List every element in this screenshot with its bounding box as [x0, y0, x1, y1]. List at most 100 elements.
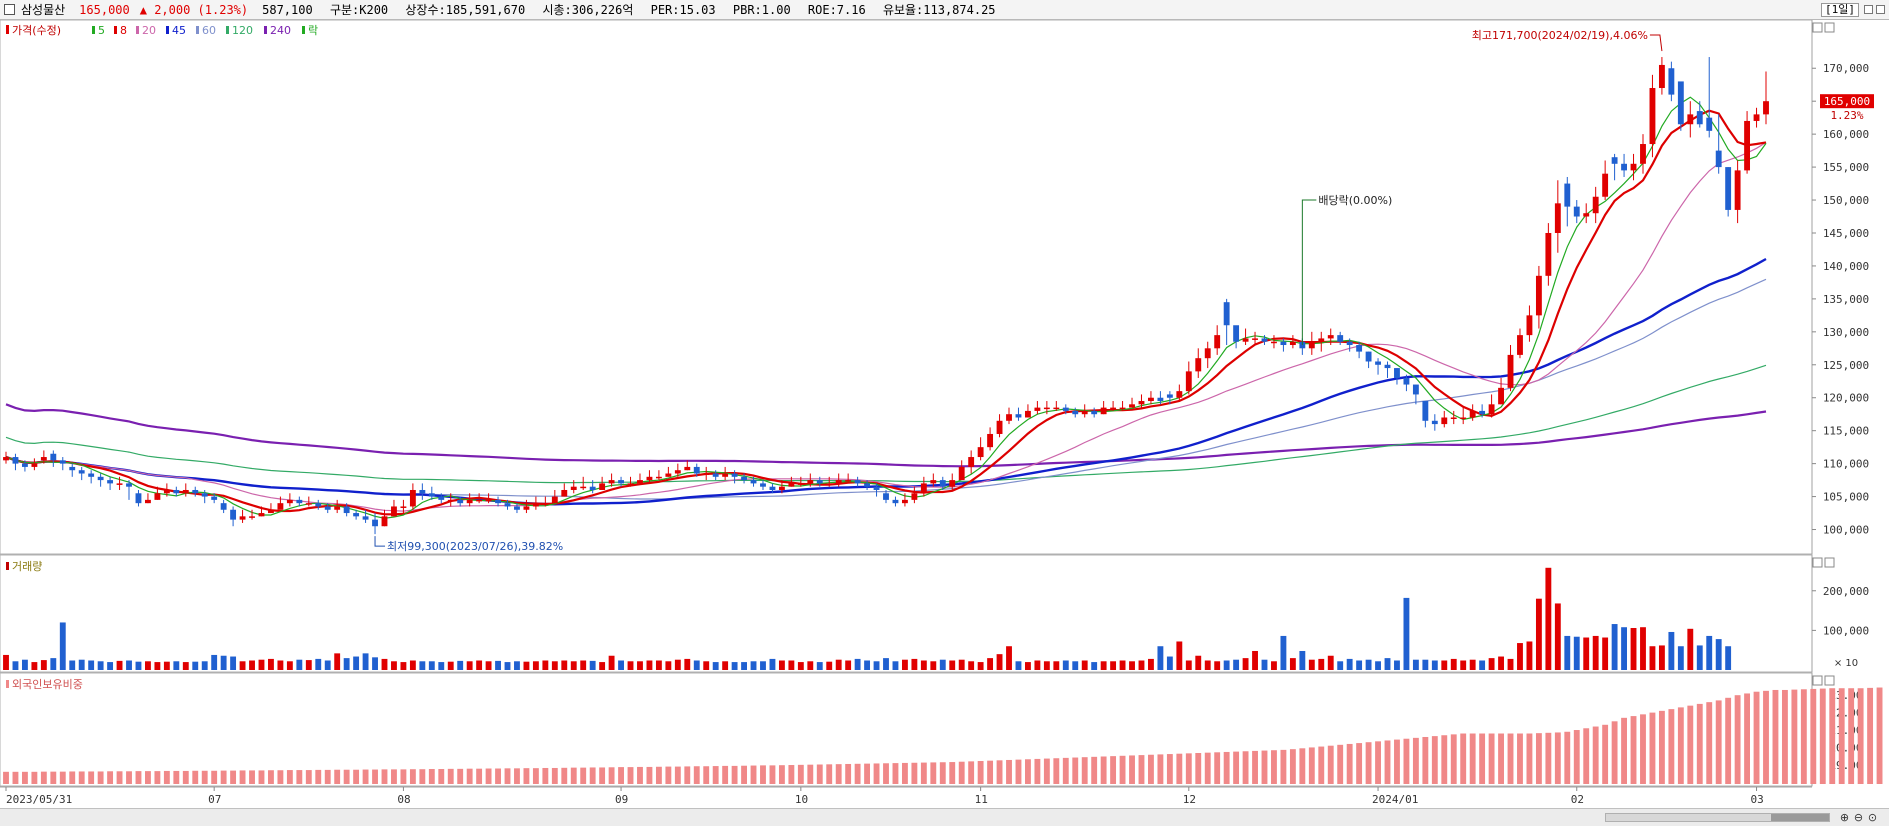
- foreign-ratio-bar: [1658, 710, 1665, 784]
- foreign-ratio-bar: [741, 765, 747, 784]
- foreign-tick-label: 21.00: [1829, 724, 1862, 737]
- foreign-ratio-bar: [495, 768, 501, 784]
- candle-body: [1346, 341, 1353, 346]
- candle-body: [1062, 407, 1069, 411]
- candle-body: [712, 473, 719, 477]
- candle-body: [495, 499, 501, 504]
- volume-bar: [958, 659, 965, 670]
- volume-bar: [428, 661, 435, 670]
- volume-bar: [788, 660, 795, 670]
- candle-body: [1450, 417, 1457, 419]
- volume-bar: [1554, 603, 1561, 670]
- foreign-ratio-bar: [939, 762, 946, 784]
- candle-body: [50, 453, 57, 461]
- per-value: PER:15.03: [650, 3, 716, 17]
- close-icon[interactable]: [1876, 5, 1885, 14]
- candle-body: [514, 506, 520, 510]
- candle-body: [1176, 391, 1183, 398]
- foreign-ratio-bar: [873, 763, 880, 784]
- foreign-ratio-bar: [1535, 733, 1542, 784]
- foreign-ratio-bar: [268, 770, 274, 784]
- foreign-ratio-bar: [485, 768, 492, 784]
- volume-bar: [1318, 658, 1325, 670]
- candle-body: [296, 499, 303, 504]
- foreign-ratio-bar: [135, 771, 142, 784]
- ma120-line: [5, 364, 1767, 484]
- foreign-ratio-bar: [391, 769, 397, 784]
- foreign-ratio-bar: [731, 765, 738, 784]
- stock-chart[interactable]: 100,000 105,000 110,000 115,000 120,000 125,0…: [0, 20, 1889, 808]
- foreign-ratio-bar: [211, 770, 218, 784]
- restore-icon[interactable]: [1864, 5, 1873, 14]
- foreign-ratio-bar: [1261, 750, 1268, 784]
- volume-bar: [835, 659, 842, 670]
- volume-bar: [1696, 645, 1703, 670]
- legend-price-label: 가격(수정): [12, 24, 61, 37]
- candle-body: [230, 509, 237, 520]
- candle-body: [419, 489, 426, 494]
- volume-bar: [286, 661, 293, 670]
- candle-body: [1611, 157, 1618, 164]
- foreign-ratio-bar: [249, 770, 255, 784]
- volume-bar: [1119, 660, 1126, 670]
- volume-bar: [1025, 662, 1031, 670]
- volume-bar: [1526, 641, 1533, 670]
- foreign-ratio-bar: [1744, 693, 1751, 784]
- zoom-out-icon[interactable]: ⊖: [1853, 811, 1864, 824]
- volume-bar: [1110, 661, 1117, 670]
- foreign-ratio-bar: [504, 768, 511, 784]
- foreign-ratio-bar: [1043, 758, 1050, 784]
- volume-bar: [1289, 658, 1296, 670]
- foreign-ratio-bar: [343, 769, 350, 784]
- chart-scrollbar[interactable]: [1605, 813, 1830, 822]
- foreign-ratio-bar: [173, 770, 180, 784]
- volume-bar: [391, 661, 397, 670]
- foreign-ratio-bar: [1129, 755, 1135, 784]
- candle-body: [1564, 183, 1571, 207]
- volume-bar: [182, 662, 189, 670]
- volume-bar: [249, 660, 255, 670]
- chart-footer: ⊕ ⊖ ⊙: [0, 808, 1889, 826]
- period-selector[interactable]: [1일]: [1821, 3, 1859, 17]
- volume-bar: [1006, 646, 1012, 670]
- zoom-reset-icon[interactable]: ⊙: [1867, 811, 1878, 824]
- foreign-ratio-bar: [154, 771, 161, 784]
- dividend-annotation-line: [1301, 199, 1317, 346]
- volume-bar: [778, 660, 785, 670]
- candle-body: [1185, 371, 1192, 392]
- candle-body: [107, 480, 114, 484]
- select-checkbox[interactable]: [4, 4, 15, 15]
- scroll-thumb[interactable]: [1771, 814, 1829, 821]
- foreign-ratio-bar: [21, 771, 28, 784]
- volume-bar: [1479, 660, 1486, 670]
- legend-ma-marker: [302, 26, 305, 34]
- foreign-ratio-bar: [1573, 730, 1580, 784]
- candle-body: [476, 499, 483, 502]
- volume-bar: [816, 662, 823, 670]
- foreign-ratio-bar: [1734, 695, 1741, 784]
- zoom-in-icon[interactable]: ⊕: [1839, 811, 1850, 824]
- volume-bar: [1365, 659, 1372, 670]
- candle-body: [258, 513, 265, 517]
- foreign-ratio-bar: [1687, 705, 1694, 784]
- stock-name: 삼성물산: [21, 3, 66, 17]
- foreign-tick-label: 23.00: [1829, 689, 1862, 702]
- foreign-ratio-bar: [59, 771, 66, 784]
- foreign-ratio-bar: [1185, 753, 1192, 784]
- price-tick-label: 145,000: [1823, 227, 1869, 240]
- candle-body: [684, 466, 691, 471]
- foreign-ratio-bar: [1621, 717, 1627, 784]
- candle-body: [599, 483, 606, 490]
- volume-bar: [580, 660, 587, 670]
- candle-body: [438, 496, 445, 500]
- volume-bar: [419, 661, 426, 670]
- candle-body: [750, 480, 757, 484]
- volume-bar: [1630, 628, 1637, 670]
- foreign-ratio-bar: [826, 764, 833, 784]
- dividend-annotation: 배당락(0.00%): [1318, 194, 1392, 207]
- foreign-ratio-bar: [277, 770, 284, 784]
- candle-body: [665, 473, 672, 477]
- volume-bar: [1072, 661, 1079, 670]
- foreign-ratio-bar: [1100, 756, 1107, 784]
- foreign-ratio-bar: [97, 771, 104, 784]
